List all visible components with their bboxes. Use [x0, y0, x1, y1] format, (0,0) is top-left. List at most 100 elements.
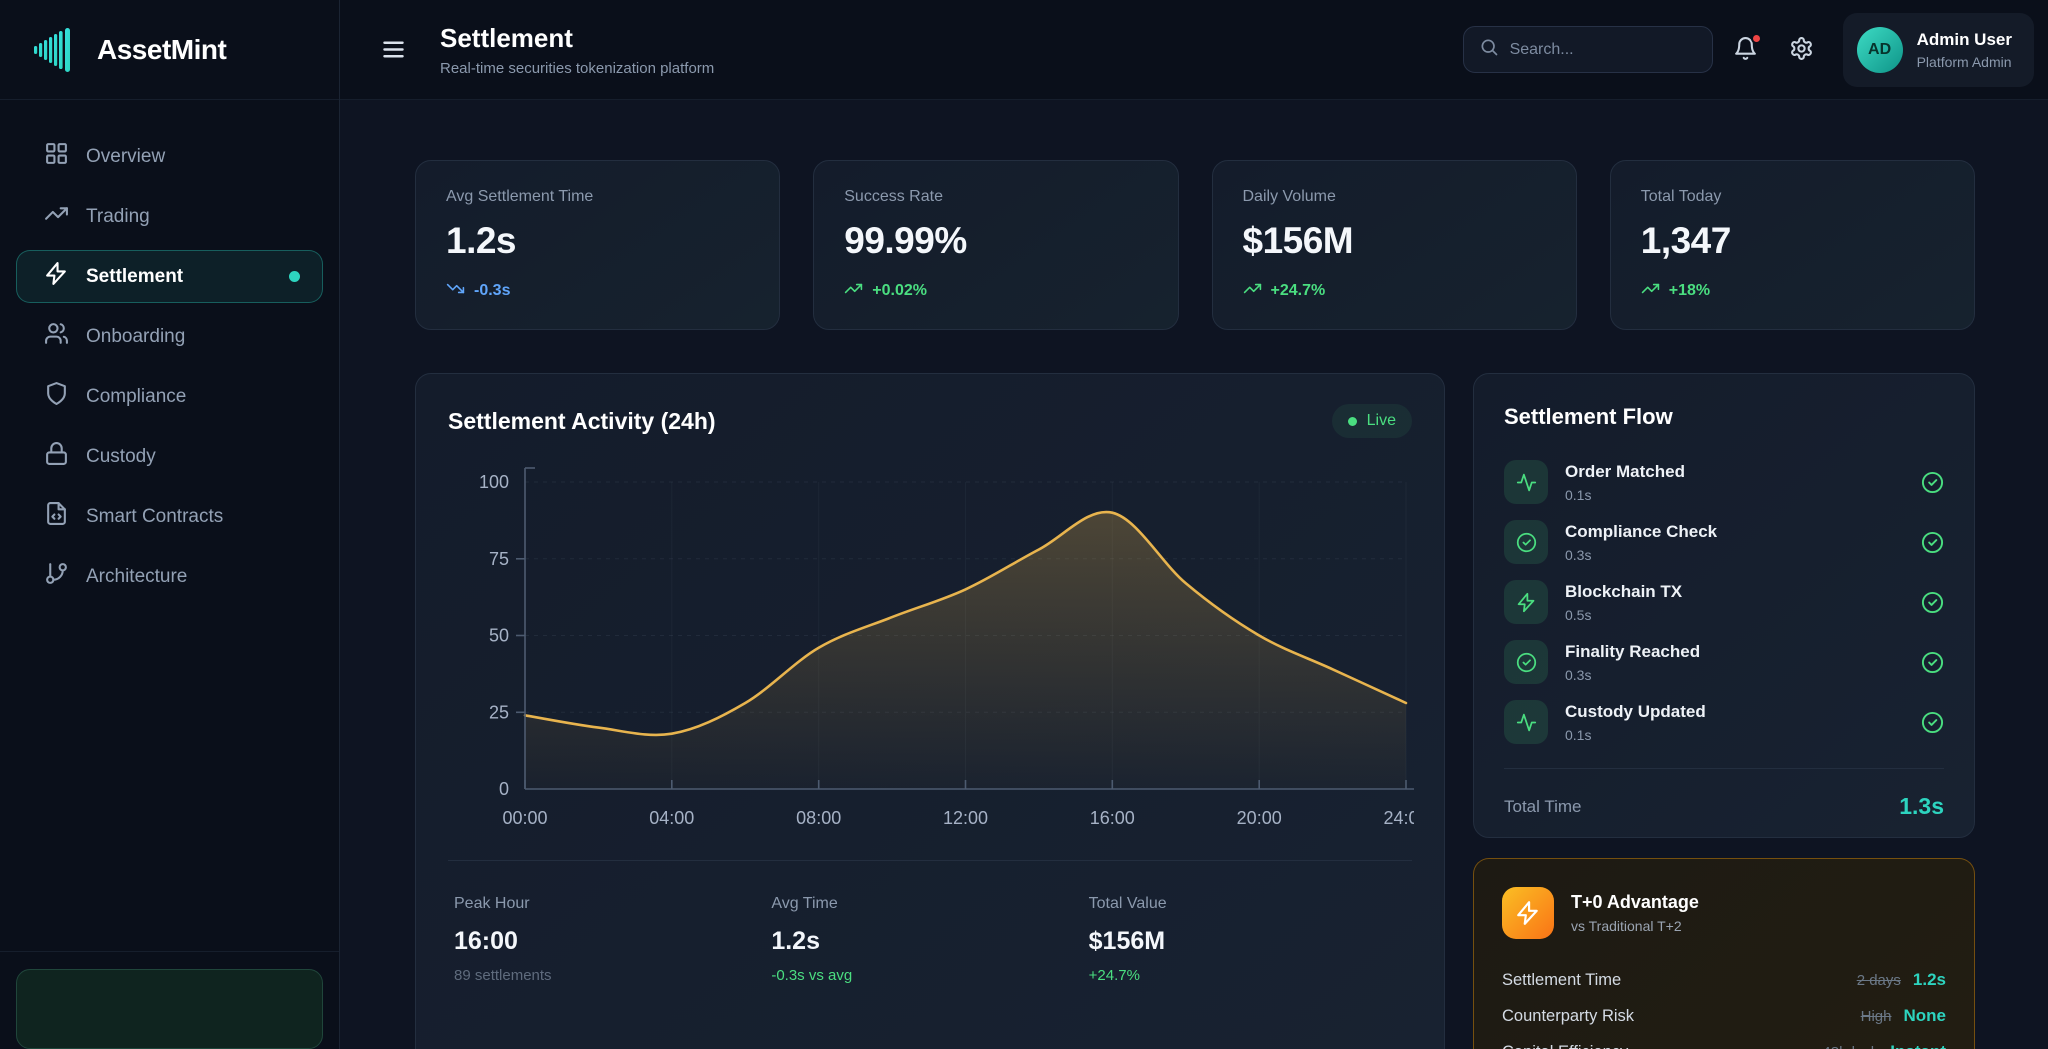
user-name: Admin User — [1916, 29, 2012, 49]
svg-text:24:00: 24:00 — [1383, 808, 1414, 828]
svg-text:20:00: 20:00 — [1237, 808, 1282, 828]
gear-icon — [1789, 36, 1814, 64]
svg-text:16:00: 16:00 — [1090, 808, 1135, 828]
stat-delta: +0.02% — [844, 279, 1147, 303]
user-role: Platform Admin — [1916, 53, 2012, 70]
bell-icon — [1733, 36, 1758, 64]
page-title: Settlement — [440, 22, 573, 53]
stat-value: 1.2s — [446, 220, 517, 261]
advantage-row-counterparty-risk: Counterparty Risk High None — [1502, 1006, 1947, 1025]
sidebar-item-overview[interactable]: Overview — [16, 130, 323, 183]
zap-icon — [1502, 887, 1554, 939]
stat-card-avg-settlement-time: Avg Settlement Time 1.2s -0.3s — [415, 160, 781, 330]
stat-card-daily-volume: Daily Volume $156M +24.7% — [1211, 160, 1577, 330]
stat-card-total-today: Total Today 1,347 +18% — [1609, 160, 1975, 330]
search-input[interactable] — [1509, 40, 1680, 59]
t0-advantage-panel: T+0 Advantage vs Traditional T+2 Settlem… — [1473, 858, 1975, 1049]
sidebar-item-onboarding[interactable]: Onboarding — [16, 310, 323, 363]
notifications-button[interactable] — [1723, 27, 1769, 73]
brand-logo: AssetMint — [0, 0, 339, 100]
flow-title: Settlement Flow — [1504, 404, 1673, 429]
flow-step-blockchain-tx: Blockchain TX 0.5s — [1504, 572, 1944, 632]
check-circle-icon — [1921, 471, 1944, 494]
sidebar-item-compliance[interactable]: Compliance — [16, 370, 323, 423]
advantage-header: T+0 Advantage vs Traditional T+2 — [1502, 887, 1946, 939]
flow-step-custody-updated: Custody Updated 0.1s — [1504, 692, 1944, 752]
stat-delta: -0.3s — [446, 279, 749, 303]
trending-down-icon — [446, 279, 465, 303]
check-circle-icon — [1921, 591, 1944, 614]
zap-icon — [1504, 580, 1548, 624]
stat-card-success-rate: Success Rate 99.99% +0.02% — [813, 160, 1179, 330]
chart-footer-stats: Peak Hour 16:00 89 settlements Avg Time … — [448, 861, 1412, 984]
footer-stat-avg-time: Avg Time 1.2s -0.3s vs avg — [771, 895, 853, 984]
search-box[interactable] — [1462, 26, 1713, 73]
brand-name: AssetMint — [97, 33, 227, 65]
check-circle-icon — [1921, 531, 1944, 554]
chart-title: Settlement Activity (24h) — [448, 407, 716, 434]
user-menu[interactable]: AD Admin User Platform Admin — [1842, 12, 2034, 87]
stat-value: $156M — [1242, 220, 1354, 261]
stat-label: Avg Settlement Time — [446, 188, 594, 205]
sidebar-item-label: Smart Contracts — [86, 505, 224, 527]
advantage-rows: Settlement Time 2 days 1.2s Counterparty … — [1502, 962, 1946, 1049]
sidebar-item-settlement[interactable]: Settlement — [16, 250, 323, 303]
stat-delta: +18% — [1641, 279, 1944, 303]
current-value: 1.2s — [1912, 970, 1946, 989]
main-content: Avg Settlement Time 1.2s -0.3s Success R… — [340, 100, 2048, 1049]
top-header: Settlement Real-time securities tokeniza… — [340, 0, 2048, 100]
settlement-activity-chart: 0 25 50 75 100 00:00 04:00 08:00 12:00 16:00 20:00… — [479, 467, 1414, 828]
flow-step-finality-reached: Finality Reached 0.3s — [1504, 632, 1944, 692]
svg-text:25: 25 — [489, 702, 509, 722]
stat-label: Total Today — [1640, 188, 1722, 205]
advantage-row-capital-efficiency: Capital Efficiency 48h lockInstant — [1502, 1034, 1946, 1049]
total-time-label: Total Time — [1504, 796, 1582, 816]
sidebar-item-trading[interactable]: Trading — [16, 190, 323, 243]
svg-text:100: 100 — [479, 472, 509, 492]
sidebar-item-architecture[interactable]: Architecture — [16, 550, 323, 603]
waveform-bars-icon — [30, 24, 82, 76]
activity-icon — [1504, 700, 1548, 744]
notification-dot — [1750, 32, 1762, 44]
svg-text:50: 50 — [489, 626, 509, 646]
sidebar: AssetMint Overview Trading Settlement On… — [0, 0, 340, 1049]
sidebar-item-custody[interactable]: Custody — [16, 430, 323, 483]
traditional-value: 2 days — [1856, 971, 1901, 989]
sidebar-item-label: Compliance — [86, 385, 187, 407]
settings-button[interactable] — [1779, 27, 1825, 73]
flow-total-row: Total Time 1.3s — [1504, 768, 1944, 820]
live-badge: Live — [1331, 404, 1412, 438]
sidebar-item-label: Trading — [86, 205, 150, 227]
svg-text:08:00: 08:00 — [796, 808, 841, 828]
sidebar-item-label: Architecture — [86, 565, 188, 587]
svg-text:00:00: 00:00 — [502, 808, 547, 828]
shield-icon — [44, 381, 69, 412]
svg-text:0: 0 — [499, 779, 509, 799]
advantage-subtitle: vs Traditional T+2 — [1571, 918, 1682, 934]
traditional-value: High — [1860, 1007, 1892, 1025]
stat-delta: +24.7% — [1243, 279, 1546, 303]
page-subtitle: Real-time securities tokenization platfo… — [440, 59, 715, 77]
settlement-flow-panel: Settlement Flow Order Matched 0.1s Compli… — [1473, 373, 1975, 838]
search-icon — [1479, 37, 1499, 62]
traditional-value: 48h lock — [1822, 1044, 1878, 1049]
check-circle-icon — [1921, 711, 1944, 734]
sidebar-item-smart-contracts[interactable]: Smart Contracts — [16, 490, 323, 543]
menu-icon[interactable] — [370, 27, 416, 73]
sidebar-item-label: Custody — [86, 445, 156, 467]
stat-value: 99.99% — [844, 220, 967, 261]
avatar: AD — [1856, 26, 1903, 73]
sidebar-item-label: Overview — [86, 145, 166, 167]
svg-text:12:00: 12:00 — [943, 808, 988, 828]
stats-row: Avg Settlement Time 1.2s -0.3s Success R… — [415, 160, 1975, 330]
content-column: Settlement Real-time securities tokeniza… — [340, 0, 2048, 1049]
sidebar-item-label: Settlement — [86, 265, 184, 287]
trending-up-icon — [44, 201, 69, 232]
page-title-block: Settlement Real-time securities tokeniza… — [440, 23, 714, 77]
layout-grid-icon — [44, 141, 69, 172]
git-branch-icon — [44, 561, 69, 592]
content-grid: Settlement Activity (24h) Live 0 25 50 75 10… — [415, 373, 1975, 1049]
current-value: None — [1903, 1006, 1947, 1025]
check-circle-icon — [1504, 520, 1548, 564]
